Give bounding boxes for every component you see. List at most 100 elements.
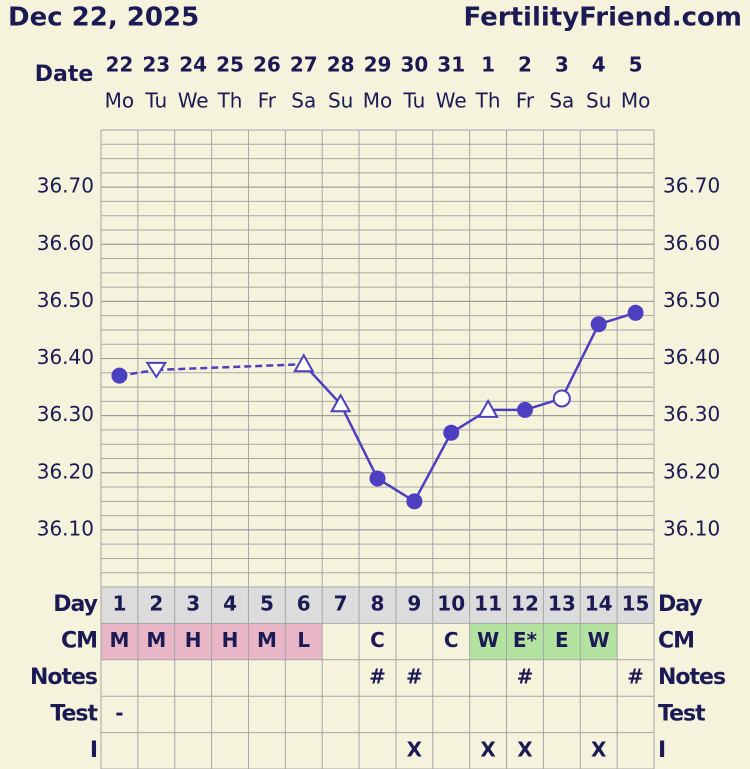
y-tick-label: 36.50	[37, 288, 94, 312]
weekday-label: Su	[328, 89, 353, 113]
cm-cell-text: C	[444, 628, 459, 652]
day-cell-text: 14	[585, 592, 613, 616]
cm-cell-text: L	[297, 628, 310, 652]
y-tick-label-right: 36.30	[663, 402, 720, 426]
day-cell-text: 4	[223, 592, 237, 616]
row-label-right: CM	[658, 629, 694, 654]
temp-point	[406, 493, 423, 510]
day-cell	[285, 587, 323, 624]
date-label: 4	[592, 53, 606, 77]
intercourse-cell-text: X	[591, 737, 607, 761]
y-tick-label: 36.40	[37, 345, 94, 369]
cm-cell-text: H	[222, 628, 239, 652]
day-cell	[617, 587, 654, 624]
cm-cell	[137, 623, 175, 660]
notes-cell-text: #	[369, 665, 386, 689]
date-label: 31	[437, 53, 465, 77]
row-label-right: Day	[658, 592, 702, 617]
weekday-label: Mo	[621, 89, 651, 113]
date-label: Date	[35, 62, 94, 87]
row-label: I	[90, 738, 97, 763]
day-cell-text: 6	[297, 592, 311, 616]
date-label: 25	[216, 53, 244, 77]
day-cell-text: 9	[407, 592, 421, 616]
date-label: 3	[555, 53, 569, 77]
temp-point	[293, 353, 315, 373]
cm-cell	[543, 623, 581, 660]
cm-cell	[469, 623, 507, 660]
cm-cell	[211, 623, 249, 660]
day-cell-text: 13	[548, 592, 576, 616]
row-label: Day	[53, 592, 97, 617]
weekday-label: We	[436, 89, 467, 113]
cm-cell	[506, 623, 544, 660]
temp-point	[443, 424, 460, 441]
y-tick-label-right: 36.60	[663, 231, 720, 255]
temp-point	[627, 304, 644, 321]
intercourse-cell-text: X	[517, 737, 533, 761]
date-label: 30	[400, 53, 428, 77]
weekday-label: We	[178, 89, 209, 113]
day-cell	[101, 587, 138, 624]
cm-cell-text: E	[555, 628, 569, 652]
date-label: 5	[629, 53, 643, 77]
cm-cell-text: M	[146, 628, 166, 652]
cm-cell-text: E*	[513, 628, 538, 652]
day-cell-text: 15	[622, 592, 650, 616]
cm-cell	[101, 623, 138, 660]
date-label: 1	[481, 53, 495, 77]
y-tick-label: 36.70	[37, 174, 94, 198]
weekday-label: Th	[475, 89, 501, 113]
temp-segment	[156, 362, 304, 372]
temp-point	[590, 316, 607, 333]
day-cell	[432, 587, 470, 624]
date-label: 28	[327, 53, 355, 77]
y-tick-label-right: 36.10	[663, 516, 720, 540]
weekday-label: Fr	[516, 89, 535, 113]
temp-segment	[339, 403, 379, 480]
day-cell-text: 10	[437, 592, 465, 616]
y-tick-label: 36.20	[37, 459, 94, 483]
row-label: CM	[61, 629, 97, 654]
day-cell	[506, 587, 544, 624]
day-cell	[174, 587, 212, 624]
day-cell	[359, 587, 396, 624]
y-tick-label-right: 36.50	[663, 288, 720, 312]
day-cell	[137, 587, 175, 624]
date-label: 29	[364, 53, 392, 77]
cm-cell-text: M	[109, 628, 129, 652]
weekday-label: Su	[586, 89, 611, 113]
temp-point	[145, 361, 168, 379]
date-label: 2	[518, 53, 532, 77]
day-cell-text: 1	[112, 592, 126, 616]
weekday-label: Sa	[549, 89, 574, 113]
date-label: 27	[290, 53, 318, 77]
weekday-label: Mo	[363, 89, 393, 113]
cm-cell	[285, 623, 323, 660]
cm-cell-text: C	[370, 628, 385, 652]
day-cell-text: 8	[371, 592, 385, 616]
notes-cell-text: #	[627, 665, 644, 689]
cm-cell-text: W	[477, 628, 499, 652]
weekday-label: Tu	[402, 89, 425, 113]
notes-cell-text: #	[517, 665, 534, 689]
day-cell	[543, 587, 581, 624]
day-cell	[211, 587, 249, 624]
date-label: 22	[106, 53, 134, 77]
weekday-label: Th	[217, 89, 243, 113]
cm-cell-text: H	[185, 628, 202, 652]
temp-segment	[560, 323, 600, 400]
temp-point	[369, 470, 386, 487]
y-tick-label: 36.60	[37, 231, 94, 255]
weekday-label: Fr	[258, 89, 277, 113]
test-cell-text: -	[115, 701, 123, 725]
temp-point	[552, 389, 571, 408]
intercourse-cell-text: X	[480, 737, 496, 761]
temp-point	[477, 398, 499, 418]
day-cell-text: 7	[334, 592, 348, 616]
date-label: 24	[179, 53, 207, 77]
y-tick-label-right: 36.70	[663, 174, 720, 198]
row-label-right: Notes	[658, 665, 726, 690]
site-name: FertilityFriend.com	[463, 3, 742, 33]
